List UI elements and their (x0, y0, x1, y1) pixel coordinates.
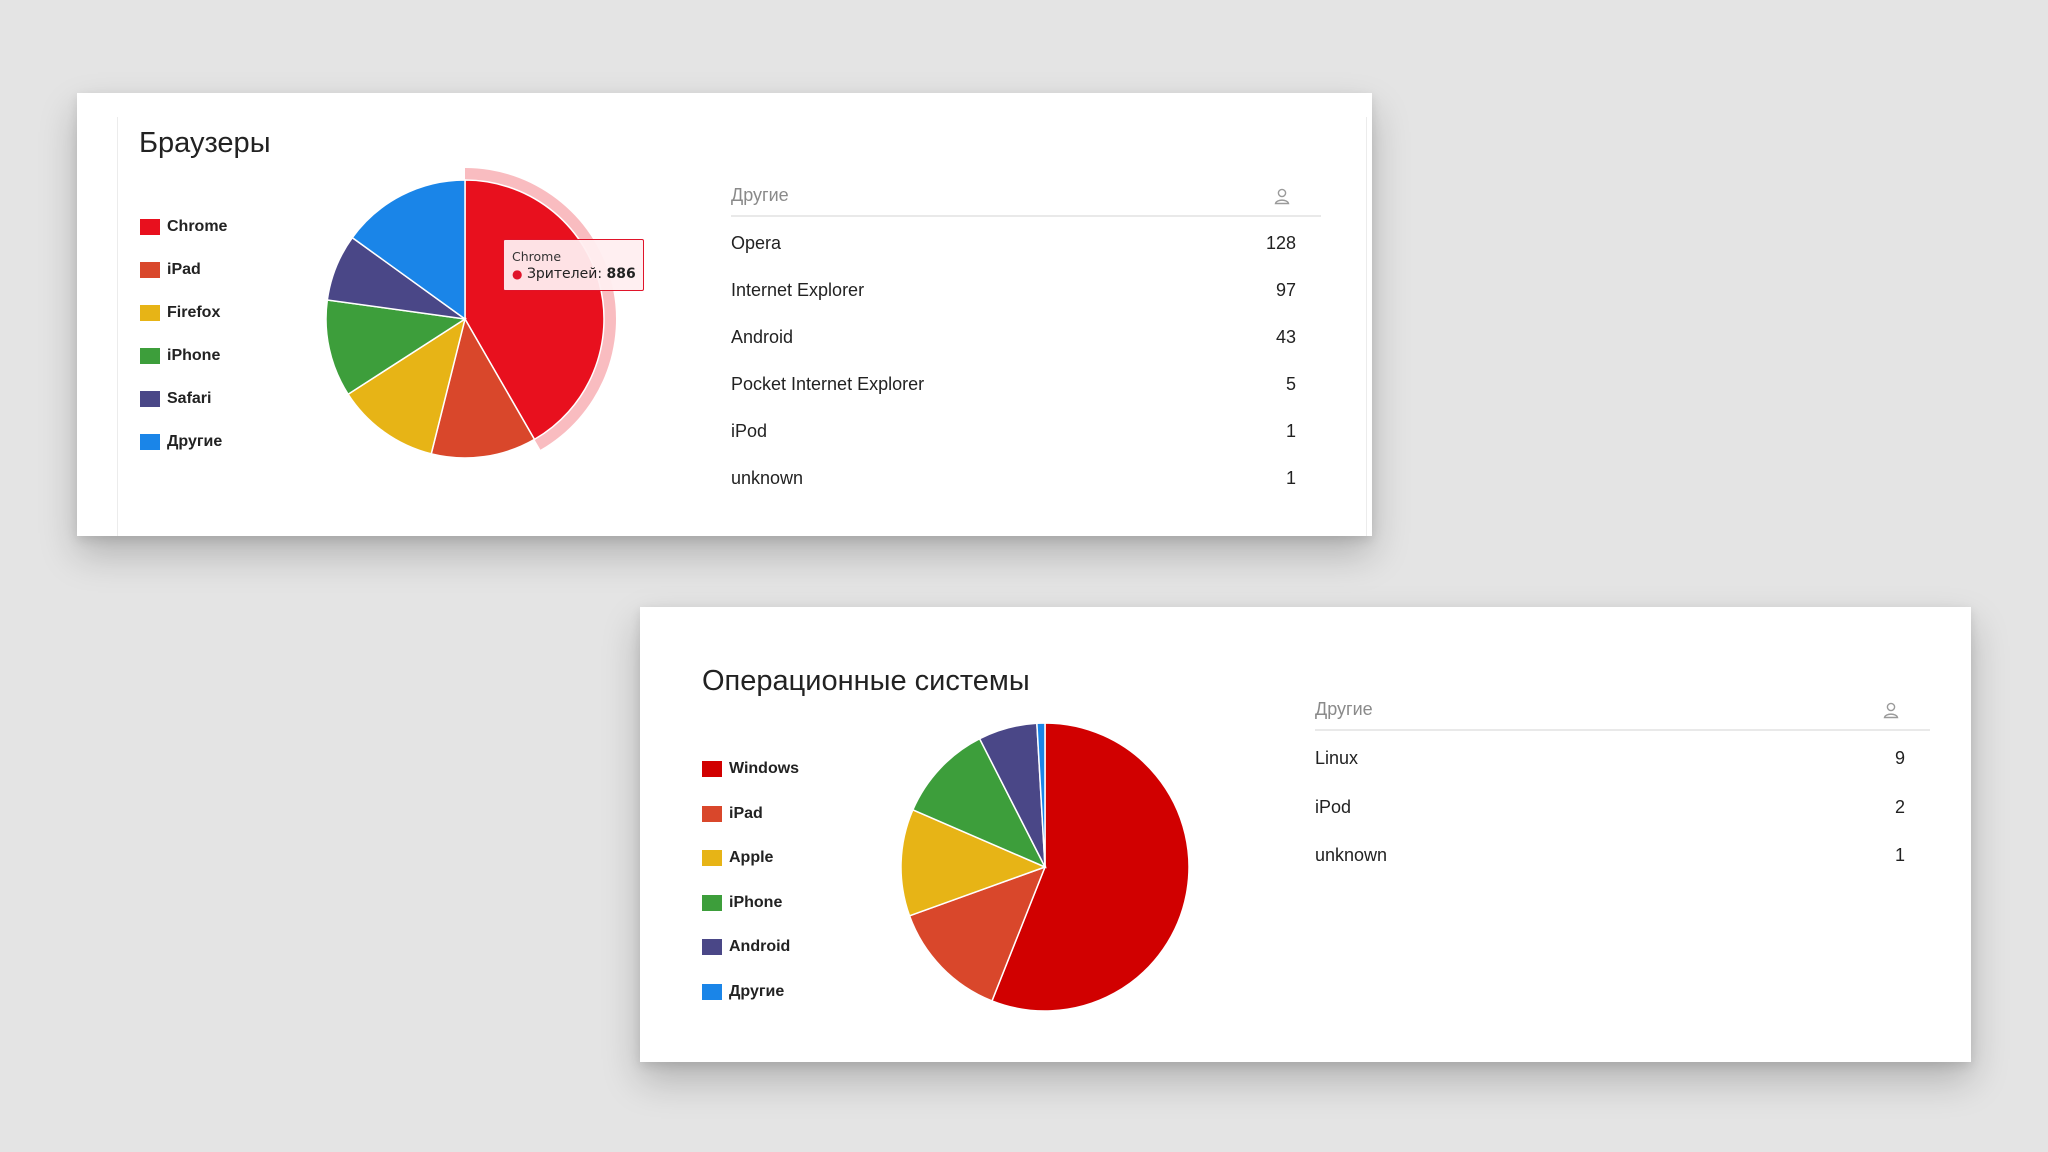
browsers-title: Браузеры (139, 127, 271, 159)
legend-label: Apple (729, 849, 774, 867)
legend-item[interactable]: iPad (140, 248, 227, 291)
row-name: Android (731, 327, 794, 347)
legend-swatch (140, 304, 160, 321)
legend-item[interactable]: iPhone (140, 334, 227, 377)
legend-swatch (702, 850, 722, 867)
legend-item[interactable]: Apple (702, 836, 799, 881)
os-others-table: Другие Linux 9 iPod 2 unknown 1 (1315, 687, 1930, 880)
legend-swatch (140, 433, 160, 450)
legend-swatch (702, 894, 722, 911)
user-icon (1883, 702, 1899, 719)
table-body: Opera 128 Internet Explorer 97 Android 43 Pock… (731, 217, 1321, 501)
browsers-pie-chart (325, 168, 617, 459)
os-card: Операционные системы Windows iPad Apple iPh… (640, 607, 1971, 1062)
row-name: iPod (731, 421, 768, 441)
os-title: Операционные системы (702, 665, 1030, 697)
legend-label: iPad (729, 804, 763, 822)
legend-item[interactable]: iPhone (702, 881, 799, 926)
pie-slice-apple[interactable] (900, 808, 1048, 917)
row-count: 5 (1285, 374, 1296, 394)
legend-swatch (140, 261, 160, 278)
row-count: 43 (1275, 327, 1296, 347)
row-count: 128 (1265, 233, 1296, 253)
table-row: iPod 2 (1315, 783, 1930, 832)
legend-swatch (140, 390, 160, 407)
legend-label: Chrome (167, 217, 228, 235)
row-name: unknown (731, 468, 804, 488)
table-header: Другие (1315, 687, 1930, 731)
table-row: Internet Explorer 97 (731, 266, 1321, 313)
legend-swatch (140, 347, 160, 364)
legend-item[interactable]: Другие (702, 970, 799, 1015)
pie-slice-iphone[interactable] (325, 299, 468, 396)
row-count: 1 (1285, 468, 1296, 488)
card-divider (1366, 117, 1367, 536)
legend-label: Android (729, 938, 791, 956)
legend-item[interactable]: Chrome (140, 205, 227, 248)
table-row: iPod 1 (731, 407, 1321, 454)
row-name: Pocket Internet Explorer (731, 374, 925, 394)
pie-slice-другие[interactable] (351, 179, 466, 321)
pie-slice-ipad[interactable] (908, 865, 1047, 1002)
table-row: Opera 128 (731, 219, 1321, 266)
legend-swatch (702, 805, 722, 822)
row-count: 1 (1894, 845, 1905, 865)
os-pie-chart (900, 722, 1190, 1012)
legend-label: Windows (729, 760, 800, 778)
legend-item[interactable]: Другие (140, 420, 227, 463)
legend-label: iPhone (167, 346, 221, 364)
row-name: Opera (731, 233, 782, 253)
tooltip-value: 886 (606, 266, 636, 282)
card-divider (117, 117, 118, 536)
row-name: iPod (1315, 796, 1352, 817)
table-row: unknown 1 (1315, 831, 1930, 880)
tooltip-title: Chrome (512, 249, 562, 264)
table-row: Linux 9 (1315, 734, 1930, 783)
legend-swatch (702, 761, 722, 778)
os-legend: Windows iPad Apple iPhone Android Другие (702, 747, 799, 1014)
user-icon (1274, 188, 1290, 205)
row-name: Internet Explorer (731, 280, 865, 300)
table-row: unknown 1 (731, 454, 1321, 501)
row-count: 1 (1285, 421, 1296, 441)
legend-label: iPad (167, 260, 201, 278)
table-body: Linux 9 iPod 2 unknown 1 (1315, 731, 1930, 880)
table-header-label: Другие (1315, 699, 1373, 719)
legend-swatch (702, 983, 722, 1000)
legend-label: Safari (167, 389, 212, 407)
chart-tooltip: Chrome ● Зрителей: 886 (503, 239, 644, 291)
row-count: 2 (1894, 796, 1905, 817)
browsers-others-table: Другие Opera 128 Internet Explorer 97 Androi… (731, 173, 1321, 501)
legend-item[interactable]: Android (702, 925, 799, 970)
browsers-legend: Chrome iPad Firefox iPhone Safari Другие (140, 205, 227, 463)
row-count: 9 (1894, 748, 1905, 768)
table-row: Pocket Internet Explorer 5 (731, 360, 1321, 407)
row-name: unknown (1315, 845, 1388, 865)
legend-swatch (140, 218, 160, 235)
browsers-card: Браузеры Chrome iPad Firefox iPhone Safari Др… (77, 93, 1372, 536)
legend-label: Другие (729, 982, 785, 1000)
legend-item[interactable]: Windows (702, 747, 799, 792)
legend-item[interactable]: iPad (702, 792, 799, 837)
pie-slice-firefox[interactable] (347, 317, 467, 455)
pie-slice-другие[interactable] (1036, 722, 1046, 868)
row-count: 97 (1275, 280, 1296, 300)
legend-swatch (702, 939, 722, 956)
tooltip-label: Зрителей: (526, 266, 603, 282)
legend-item[interactable]: Safari (140, 377, 227, 420)
legend-label: Firefox (167, 303, 221, 321)
table-row: Android 43 (731, 313, 1321, 360)
row-name: Linux (1315, 748, 1359, 768)
tooltip-line: ● Зрителей: 886 (512, 265, 643, 283)
pie-slice-iphone[interactable] (911, 737, 1047, 869)
pie-slice-windows[interactable] (991, 722, 1190, 1012)
legend-label: iPhone (729, 893, 783, 911)
table-header-label: Другие (731, 185, 789, 205)
tooltip-dot-icon: ● (512, 267, 523, 281)
legend-item[interactable]: Firefox (140, 291, 227, 334)
table-header: Другие (731, 173, 1321, 217)
legend-label: Другие (167, 432, 223, 450)
